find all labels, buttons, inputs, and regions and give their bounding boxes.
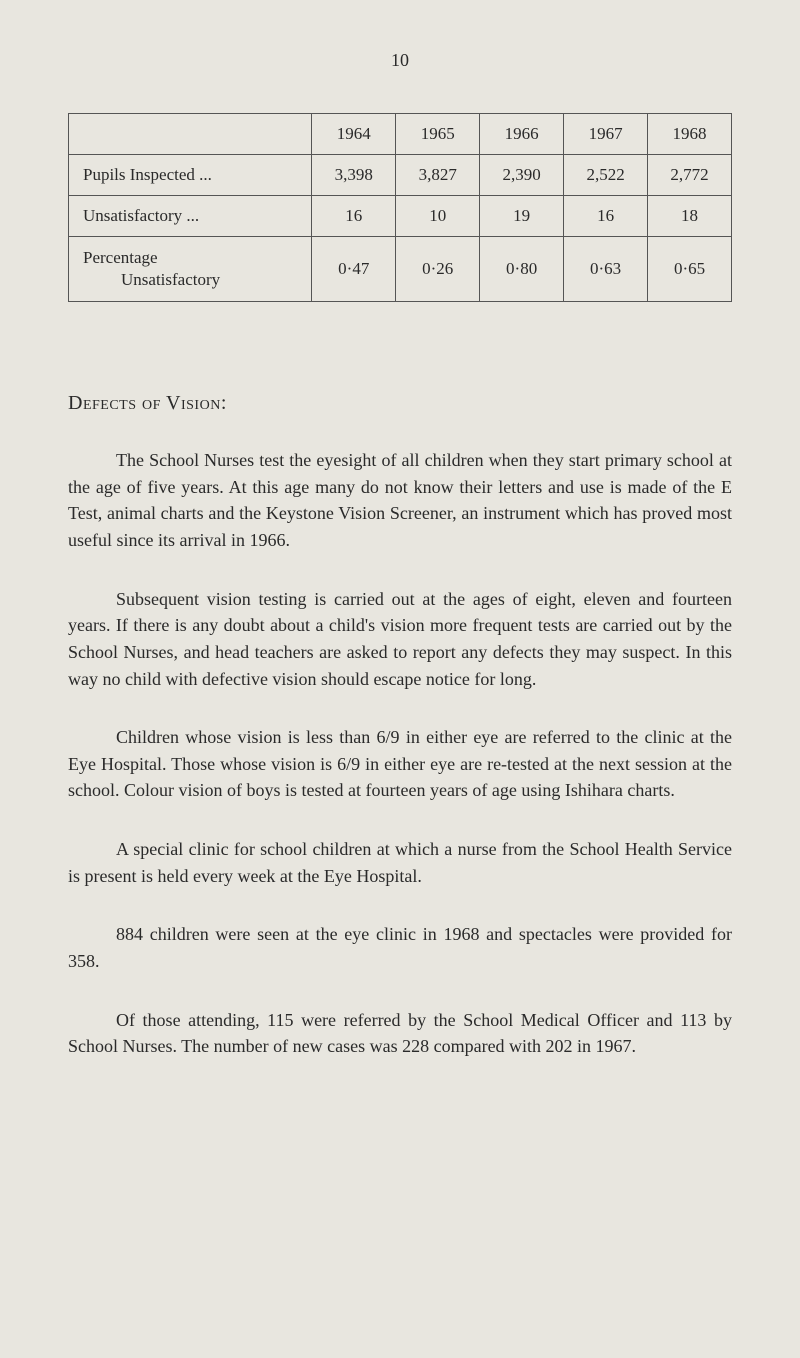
- table-cell: 2,522: [564, 155, 648, 196]
- table-cell: 2,390: [480, 155, 564, 196]
- data-table: 1964 1965 1966 1967 1968 Pupils Inspecte…: [68, 113, 732, 302]
- table-cell: 2,772: [648, 155, 732, 196]
- table-cell: 16: [312, 196, 396, 237]
- table-row: Unsatisfactory ... 16 10 19 16 18: [69, 196, 732, 237]
- table-cell: 0·26: [396, 237, 480, 302]
- table-cell: 10: [396, 196, 480, 237]
- table-row: Percentage Unsatisfactory 0·47 0·26 0·80…: [69, 237, 732, 302]
- table-header-cell: 1967: [564, 114, 648, 155]
- table-header-cell: 1964: [312, 114, 396, 155]
- body-paragraph: A special clinic for school children at …: [68, 836, 732, 889]
- table-cell: 0·63: [564, 237, 648, 302]
- table-cell: 0·65: [648, 237, 732, 302]
- table-row: Pupils Inspected ... 3,398 3,827 2,390 2…: [69, 155, 732, 196]
- table-header-row: 1964 1965 1966 1967 1968: [69, 114, 732, 155]
- table-row-label: Percentage Unsatisfactory: [69, 237, 312, 302]
- body-paragraph: Children whose vision is less than 6/9 i…: [68, 724, 732, 804]
- percentage-label-line1: Percentage: [83, 248, 158, 267]
- table-cell: 19: [480, 196, 564, 237]
- table-header-cell: 1968: [648, 114, 732, 155]
- section-heading: Defects of Vision:: [68, 392, 732, 415]
- body-paragraph: Subsequent vision testing is carried out…: [68, 586, 732, 693]
- page-number: 10: [68, 50, 732, 71]
- table-cell: 18: [648, 196, 732, 237]
- percentage-label-line2: Unsatisfactory: [83, 270, 220, 289]
- table-header-cell: [69, 114, 312, 155]
- table-cell: 3,398: [312, 155, 396, 196]
- table-cell: 0·80: [480, 237, 564, 302]
- body-paragraph: Of those attending, 115 were referred by…: [68, 1007, 732, 1060]
- body-paragraph: The School Nurses test the eyesight of a…: [68, 447, 732, 554]
- table-cell: 16: [564, 196, 648, 237]
- table-header-cell: 1965: [396, 114, 480, 155]
- body-paragraph: 884 children were seen at the eye clinic…: [68, 921, 732, 974]
- table-row-label: Unsatisfactory ...: [69, 196, 312, 237]
- table-header-cell: 1966: [480, 114, 564, 155]
- table-cell: 3,827: [396, 155, 480, 196]
- table-cell: 0·47: [312, 237, 396, 302]
- table-row-label: Pupils Inspected ...: [69, 155, 312, 196]
